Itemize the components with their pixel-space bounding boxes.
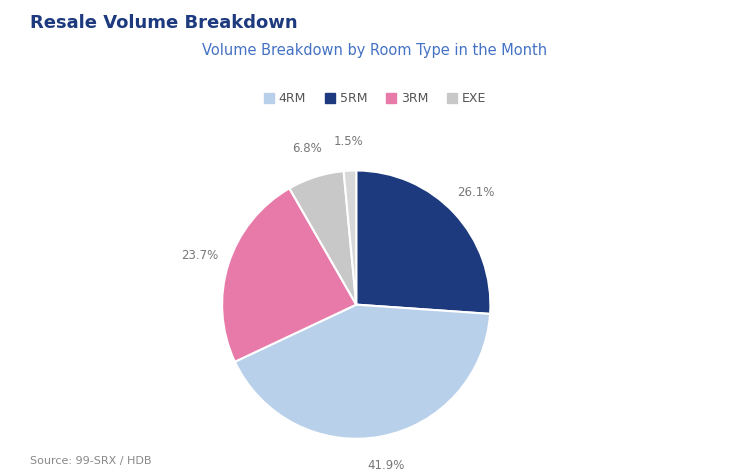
Wedge shape (290, 171, 356, 305)
Wedge shape (222, 188, 356, 362)
Text: Volume Breakdown by Room Type in the Month: Volume Breakdown by Room Type in the Mon… (202, 43, 548, 58)
Text: 41.9%: 41.9% (368, 459, 405, 472)
Wedge shape (235, 305, 490, 439)
Text: Source: 99-SRX / HDB: Source: 99-SRX / HDB (30, 456, 152, 466)
Legend: 4RM, 5RM, 3RM, EXE: 4RM, 5RM, 3RM, EXE (259, 87, 491, 110)
Wedge shape (356, 170, 490, 314)
Wedge shape (344, 170, 356, 305)
Text: 26.1%: 26.1% (458, 187, 494, 199)
Text: 1.5%: 1.5% (334, 135, 364, 148)
Text: Resale Volume Breakdown: Resale Volume Breakdown (30, 14, 298, 32)
Text: 23.7%: 23.7% (182, 249, 219, 262)
Text: 6.8%: 6.8% (292, 142, 322, 155)
